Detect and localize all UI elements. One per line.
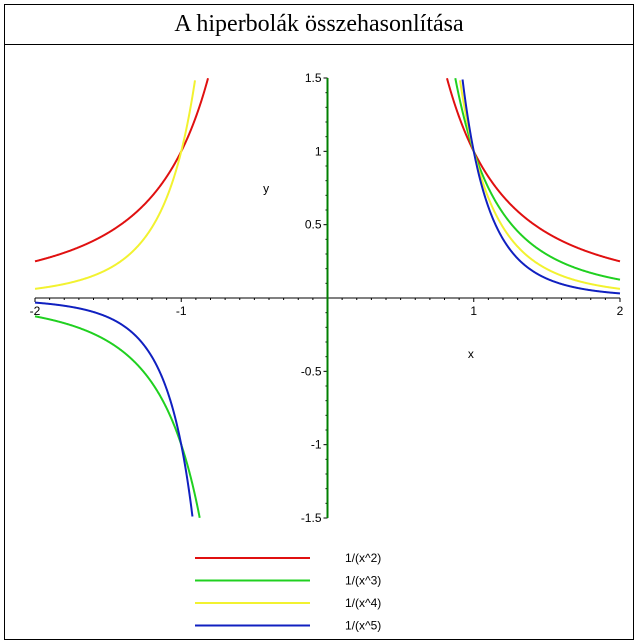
x-tick-label: -1 <box>176 304 187 318</box>
curve-1x4-left <box>34 80 196 290</box>
curve-1x3-left <box>34 315 201 518</box>
curve-1x3-right <box>454 78 621 281</box>
y-tick-label: -1.5 <box>301 511 322 525</box>
x-tick-label: -2 <box>30 304 41 318</box>
curve-1x2-left <box>34 77 209 263</box>
x-tick-label: 1 <box>470 304 477 318</box>
legend-label: 1/(x^2) <box>345 551 381 565</box>
legend-label: 1/(x^3) <box>345 574 381 588</box>
legend-label: 1/(x^5) <box>345 619 381 633</box>
legend-label: 1/(x^4) <box>345 596 381 610</box>
axes: -2 -1 1 2 1.5 1 0.5 -0.5 -1 -1.5 x y <box>30 71 624 525</box>
y-axis-label: y <box>263 181 269 195</box>
x-tick-label: 2 <box>617 304 624 318</box>
curves <box>34 77 621 518</box>
y-tick-label: 1.5 <box>305 71 322 85</box>
y-tick-label: 1 <box>315 144 322 158</box>
y-tick-label: -1 <box>311 438 322 452</box>
y-tick-label: -0.5 <box>301 364 322 378</box>
curve-1x2-right <box>446 77 621 263</box>
plot-window: A hiperbolák összehasonlítása <box>4 4 634 640</box>
x-axis-label: x <box>468 347 474 361</box>
y-tick-label: 0.5 <box>305 218 322 232</box>
legend: 1/(x^2) 1/(x^3) 1/(x^4) 1/(x^5) <box>195 551 381 633</box>
plot-title: A hiperbolák összehasonlítása <box>5 5 633 45</box>
curve-1x5-left <box>34 301 194 517</box>
curve-1x5-right <box>461 79 621 295</box>
curve-1x4-right <box>459 80 621 290</box>
